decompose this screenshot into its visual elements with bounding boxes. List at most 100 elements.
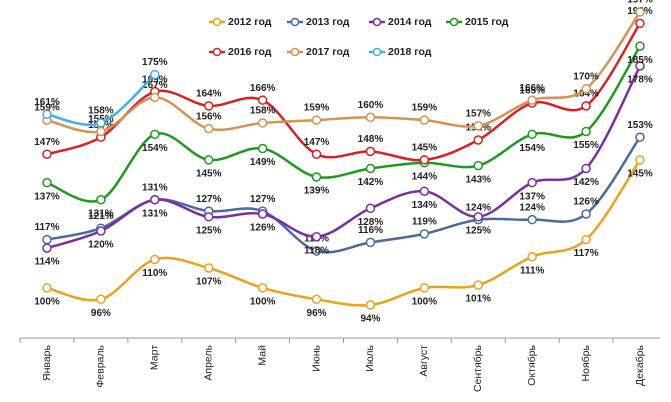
data-label: 124% [465, 202, 491, 213]
data-label: 159% [304, 103, 330, 114]
data-label: 100% [250, 297, 276, 308]
data-label: 96% [91, 308, 111, 319]
data-label: 116% [358, 225, 383, 236]
data-label: 185% [627, 55, 653, 66]
legend-label: 2014 год [388, 16, 432, 28]
data-label: 127% [250, 194, 276, 205]
data-label: 166% [519, 83, 545, 94]
marker [635, 132, 645, 142]
marker [42, 149, 52, 159]
data-label: 111% [520, 265, 545, 276]
marker [311, 294, 322, 305]
marker [365, 146, 376, 157]
data-label: 117% [34, 222, 59, 233]
data-label: 156% [196, 111, 222, 122]
marker [419, 283, 430, 293]
x-tick-label: Март [149, 345, 161, 370]
data-label: 167% [142, 80, 168, 91]
marker [419, 229, 430, 239]
marker [311, 231, 322, 242]
data-label: 107% [196, 277, 222, 288]
data-label: 157% [465, 108, 491, 119]
legend-label: 2018 год [388, 46, 432, 58]
marker [257, 143, 268, 154]
data-label: 178% [627, 75, 653, 86]
series-line [46, 45, 642, 203]
data-label: 101% [465, 294, 491, 305]
marker [635, 7, 645, 17]
marker [311, 172, 322, 182]
marker [42, 283, 52, 293]
marker [311, 115, 322, 125]
x-tick-label: Сентябрь [472, 344, 484, 392]
data-label: 131% [88, 208, 114, 219]
data-label: 125% [465, 225, 491, 236]
data-label: 159% [412, 103, 438, 114]
marker [96, 194, 106, 205]
data-label: 126% [250, 223, 276, 234]
data-label: 148% [358, 134, 384, 145]
data-label: 159% [34, 103, 60, 114]
legend-marker [290, 47, 300, 57]
data-label: 110% [142, 268, 167, 279]
marker [150, 194, 160, 205]
legend-marker [212, 47, 222, 57]
data-label: 131% [142, 208, 168, 219]
data-label: 134% [412, 200, 438, 211]
marker [42, 234, 52, 245]
data-label: 128% [358, 217, 384, 228]
marker [257, 95, 268, 105]
marker [635, 41, 645, 51]
x-tick-label: Февраль [95, 344, 107, 387]
x-tick-label: Октябрь [526, 344, 538, 385]
marker [150, 254, 160, 265]
legend-label: 2017 год [306, 46, 350, 58]
data-label: 96% [307, 308, 327, 319]
data-label: 119% [412, 217, 437, 228]
data-label: 149% [250, 157, 276, 168]
data-label: 145% [196, 169, 222, 180]
marker [365, 112, 376, 123]
marker [527, 214, 537, 225]
series-line [46, 11, 642, 134]
marker [96, 226, 106, 236]
data-label: 145% [412, 143, 438, 154]
legend-marker [372, 17, 382, 27]
marker [473, 212, 484, 222]
data-label: 169% [142, 74, 168, 85]
legend-label: 2016 год [228, 46, 272, 58]
data-label: 143% [465, 174, 491, 185]
marker [150, 92, 160, 103]
data-label: 117% [574, 248, 599, 259]
marker [581, 234, 591, 245]
marker [257, 209, 268, 219]
marker [203, 263, 214, 273]
marker [419, 155, 430, 165]
marker [581, 84, 591, 94]
marker [581, 126, 591, 137]
data-label: 137% [519, 191, 545, 202]
data-label: 100% [412, 297, 438, 308]
data-label: 147% [304, 137, 330, 148]
legend-label: 2013 год [306, 16, 350, 28]
data-label: 164% [196, 89, 222, 100]
marker [473, 121, 484, 131]
series-line [46, 159, 642, 307]
marker [42, 177, 52, 188]
data-label: 158% [250, 106, 276, 117]
marker [473, 280, 484, 290]
data-label: 165% [519, 86, 545, 97]
data-label: 166% [250, 83, 276, 94]
data-label: 144% [412, 171, 438, 182]
marker [527, 251, 537, 262]
marker [203, 155, 214, 165]
marker [473, 160, 484, 171]
x-tick-label: Апрель [203, 344, 215, 380]
data-label: 125% [196, 225, 222, 236]
data-label: 94% [360, 314, 380, 325]
marker [365, 203, 376, 214]
data-label: 160% [358, 100, 384, 111]
marker [365, 300, 376, 310]
data-label: 100% [34, 297, 60, 308]
